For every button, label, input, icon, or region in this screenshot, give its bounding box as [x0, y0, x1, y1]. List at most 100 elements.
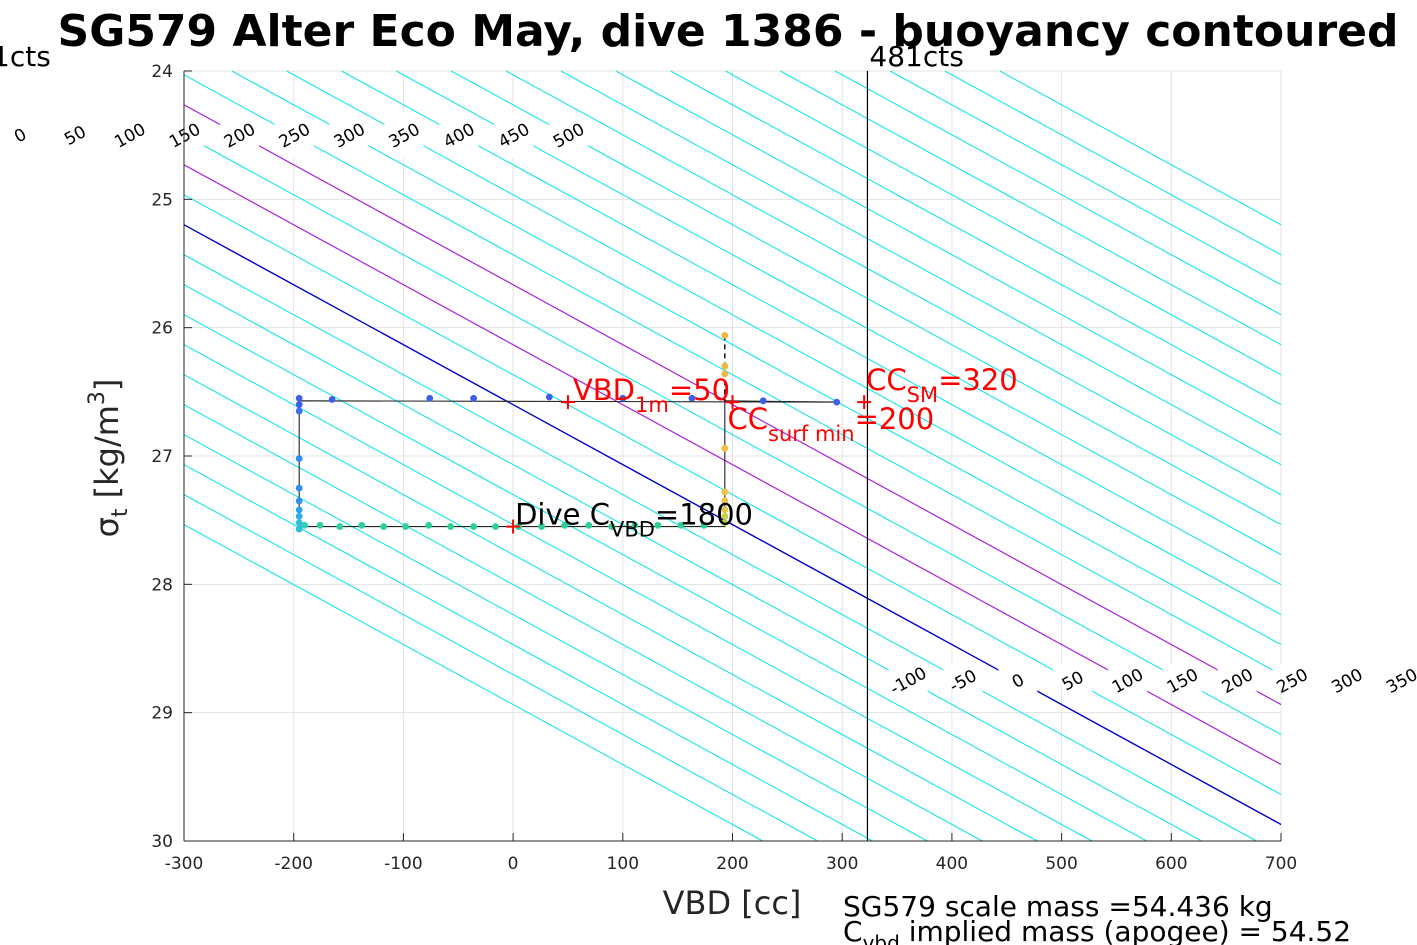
cts-reference-label: 481cts [869, 40, 963, 73]
buoyancy-contours [184, 71, 1281, 841]
contour-line [184, 104, 1281, 706]
y-tick-label: 30 [151, 832, 173, 852]
dive-point [295, 525, 303, 533]
contour-line [184, 404, 983, 841]
contour-line [999, 71, 1281, 226]
dive-point [631, 521, 639, 529]
y-axis-label: σt [kg/m3] [85, 379, 133, 538]
x-tick-label: 200 [716, 854, 748, 874]
contour-line [184, 254, 1257, 841]
contour-label-bg [548, 111, 589, 159]
contour-label-bg [383, 111, 425, 159]
dive-point [426, 394, 434, 402]
dive-point [721, 331, 729, 339]
contour-label-bg [1107, 657, 1148, 704]
contour-label-bg [274, 111, 315, 159]
dive-point [721, 488, 729, 496]
contour-line [184, 314, 1147, 841]
y-tick-label: 28 [151, 575, 173, 595]
dive-point [608, 523, 616, 530]
x-ticks: -300 -200 -100 0 100 200 300 400 500 600 700 [165, 833, 1297, 874]
dive-points [295, 331, 841, 533]
contour-line [341, 71, 1281, 586]
contour-label-bg [164, 111, 205, 159]
dive-point [721, 497, 729, 505]
x-tick-label: 600 [1155, 854, 1187, 874]
dive-point [470, 394, 478, 402]
contour-line [184, 134, 1281, 736]
dive-point [380, 523, 388, 530]
dive-point [688, 394, 696, 402]
x-tick-label: 300 [826, 854, 858, 874]
contour-line [184, 74, 1281, 676]
contour-line [184, 434, 928, 841]
contour-line [184, 494, 818, 841]
dive-point [295, 455, 303, 462]
contour-labels: -300-250-200-150-100-5005010015020025030… [0, 111, 1417, 704]
dive-point [470, 523, 478, 530]
x-axis-label: VBD [cc] [663, 884, 802, 922]
contour-line [231, 71, 1281, 646]
dive-point [425, 521, 433, 529]
x-tick-label: 100 [607, 854, 639, 874]
dive-point [328, 396, 336, 403]
contour-line [780, 71, 1281, 346]
contour-label-bg [0, 111, 41, 159]
dive-point [721, 512, 729, 520]
contour-line [286, 71, 1281, 616]
dive-point [295, 506, 303, 514]
dive-point [833, 398, 841, 406]
contour-line [184, 464, 873, 841]
contour-line [944, 71, 1281, 256]
x-tick-label: 400 [936, 854, 968, 874]
contour-label-bg [329, 111, 370, 159]
contour-label-bg [1326, 657, 1368, 704]
chart-title: SG579 Alter Eco May, dive 1386 - buoyanc… [58, 6, 1399, 57]
dive-point [301, 521, 309, 529]
dive-point [295, 519, 303, 527]
dive-point [295, 497, 303, 505]
contour-line [670, 71, 1281, 406]
contour-line [505, 71, 1281, 496]
dive-point [336, 523, 344, 530]
reference-lines: 481cts [866, 40, 964, 841]
y-tick-label: 25 [151, 190, 173, 210]
dive-point [677, 521, 685, 529]
dive-point [654, 521, 662, 529]
x-tick-label: 0 [508, 854, 519, 874]
dive-point [295, 484, 303, 492]
y-tick-label: 27 [151, 447, 173, 467]
dive-point [402, 523, 409, 530]
y-tick-label: 26 [151, 319, 173, 339]
dive-point [721, 444, 729, 452]
dive-point [721, 519, 729, 527]
dive-point [721, 362, 729, 370]
dive-point [700, 521, 708, 529]
contour-line [184, 344, 1093, 841]
marker-label: CCsurf min=200 [728, 402, 935, 446]
x-tick-label: 700 [1265, 854, 1297, 874]
dive-path-line [298, 400, 837, 528]
contour-label-bg [219, 111, 260, 159]
dive-point [619, 394, 627, 402]
y-ticks: 24 25 26 27 28 29 30 [151, 62, 192, 852]
dive-point [295, 512, 303, 520]
grid [183, 70, 1282, 842]
marker-label: CCSM=320 [866, 363, 1018, 407]
contour-line [560, 71, 1281, 466]
dive-point [295, 394, 303, 402]
mass-note: Cvbd implied mass (apogee) = 54.52 [843, 915, 1351, 945]
contour-line [725, 71, 1281, 376]
contour-label-bg [1217, 657, 1258, 704]
contour-label-bg [888, 657, 929, 704]
contour-label-bg [997, 657, 1038, 704]
contour-label-bg [1052, 657, 1093, 704]
x-tick-label: -300 [165, 854, 204, 874]
contour-label-bg [1381, 657, 1417, 704]
dive-point [492, 523, 499, 530]
dive-point [759, 397, 767, 405]
marker-label: Dive CVBD=1800 [515, 498, 753, 542]
contour-label-bg [493, 111, 534, 159]
dive-path [298, 335, 837, 528]
contour-line [834, 71, 1281, 316]
